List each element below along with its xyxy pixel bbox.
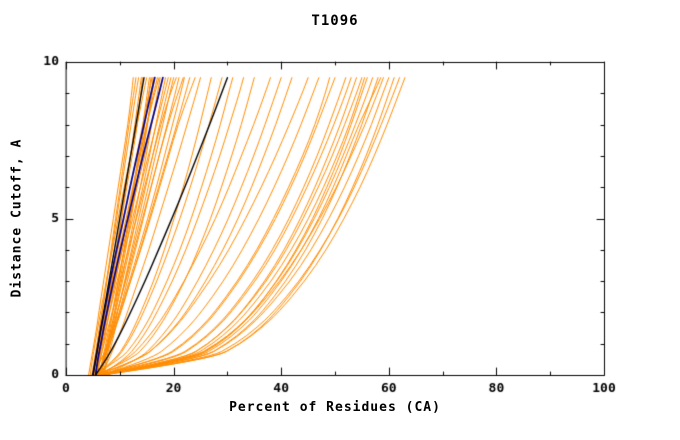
y-axis-label: Distance Cutoff, A xyxy=(9,138,25,298)
chart-title: T1096 xyxy=(311,13,359,29)
x-axis-label: Percent of Residues (CA) xyxy=(229,400,441,415)
